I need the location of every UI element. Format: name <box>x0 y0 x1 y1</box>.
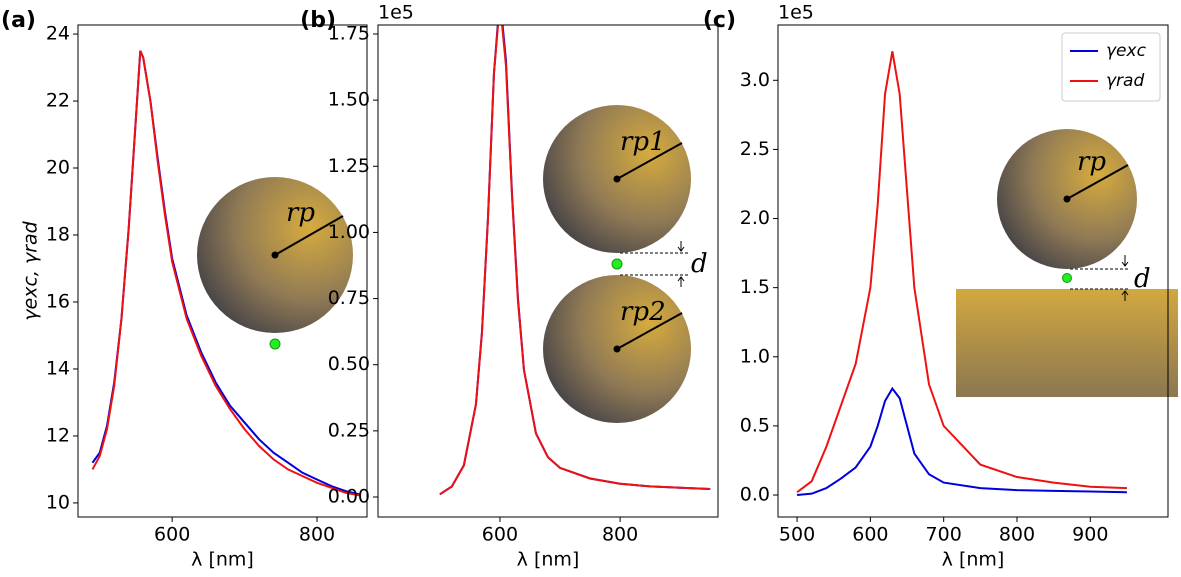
emitter <box>1062 273 1072 283</box>
panel-label: (b) <box>300 8 336 33</box>
gap-arrow <box>1121 255 1129 301</box>
center-dot <box>613 345 621 353</box>
y-tick-label: 0.0 <box>740 484 770 506</box>
y-tick-label: 16 <box>46 290 70 312</box>
legend-label: γrad <box>1106 71 1144 91</box>
plot-frame <box>377 24 719 518</box>
y-tick-label: 0.50 <box>328 353 370 375</box>
offset-text: 1e5 <box>778 2 814 24</box>
x-tick-label: 800 <box>602 524 638 546</box>
y-tick-label: 1.50 <box>328 89 370 111</box>
y-tick-label: 20 <box>46 157 70 179</box>
panel-label: (c) <box>703 8 736 33</box>
x-tick-label: 700 <box>926 524 962 546</box>
y-tick-label: 0.75 <box>328 287 370 309</box>
emitter <box>269 338 281 350</box>
x-tick-label: 600 <box>482 524 518 546</box>
substrate <box>956 289 1178 397</box>
x-axis-label: λ [nm] <box>517 549 580 571</box>
data-line <box>796 386 1127 497</box>
data-line <box>796 51 1127 494</box>
center-dot <box>271 251 279 259</box>
x-tick-label: 600 <box>852 524 888 546</box>
legend-label: γexc <box>1106 41 1147 61</box>
radius-line <box>274 215 344 256</box>
x-axis-label: λ [nm] <box>191 549 254 571</box>
annotation: rp <box>1077 147 1106 177</box>
plot-frame <box>77 24 368 518</box>
offset-text: 1e5 <box>378 2 414 24</box>
insets: rp rp1 rp2 d rp d <box>197 105 1178 423</box>
y-tick-label: 1.0 <box>740 345 770 367</box>
annotation: d <box>691 249 708 279</box>
y-tick-label: 2.0 <box>740 207 770 229</box>
annotation: d <box>1134 264 1151 294</box>
annotation: rp1 <box>620 127 666 157</box>
y-tick-label: 0.25 <box>328 419 370 441</box>
y-tick-label: 14 <box>46 357 70 379</box>
y-tick-label: 1.25 <box>328 155 370 177</box>
y-tick-label: 3.0 <box>740 69 770 91</box>
data-line <box>439 25 711 496</box>
x-tick-label: 800 <box>999 524 1035 546</box>
data-line <box>439 25 711 496</box>
gap-arrow <box>677 241 685 287</box>
y-tick-label: 0.00 <box>328 485 370 507</box>
y-tick-label: 1.75 <box>328 22 370 44</box>
y-tick-label: 1.5 <box>740 276 770 298</box>
radius-line <box>616 312 683 350</box>
y-tick-label: 2.5 <box>740 138 770 160</box>
data-line <box>91 50 361 497</box>
x-tick-label: 800 <box>299 524 335 546</box>
annotation: rp <box>286 198 315 228</box>
radius-line <box>1066 164 1129 200</box>
y-tick-label: 22 <box>46 90 70 112</box>
center-dot <box>613 175 621 183</box>
radius-line <box>616 142 683 180</box>
x-tick-label: 600 <box>154 524 190 546</box>
plot-frame <box>777 24 1169 518</box>
y-tick-label: 18 <box>46 223 70 245</box>
x-tick-label: 900 <box>1072 524 1108 546</box>
x-tick-label: 500 <box>779 524 815 546</box>
y-tick-label: 1.00 <box>328 221 370 243</box>
y-tick-label: 12 <box>46 424 70 446</box>
annotation: rp2 <box>620 297 666 327</box>
emitter <box>611 258 623 270</box>
y-tick-label: 10 <box>46 491 70 513</box>
y-tick-label: 24 <box>46 23 70 45</box>
y-axis-label: γexc, γrad <box>20 220 42 320</box>
panel-label: (a) <box>1 8 36 33</box>
x-axis-label: λ [nm] <box>942 549 1005 571</box>
y-tick-label: 0.5 <box>740 414 770 436</box>
center-dot <box>1063 195 1071 203</box>
